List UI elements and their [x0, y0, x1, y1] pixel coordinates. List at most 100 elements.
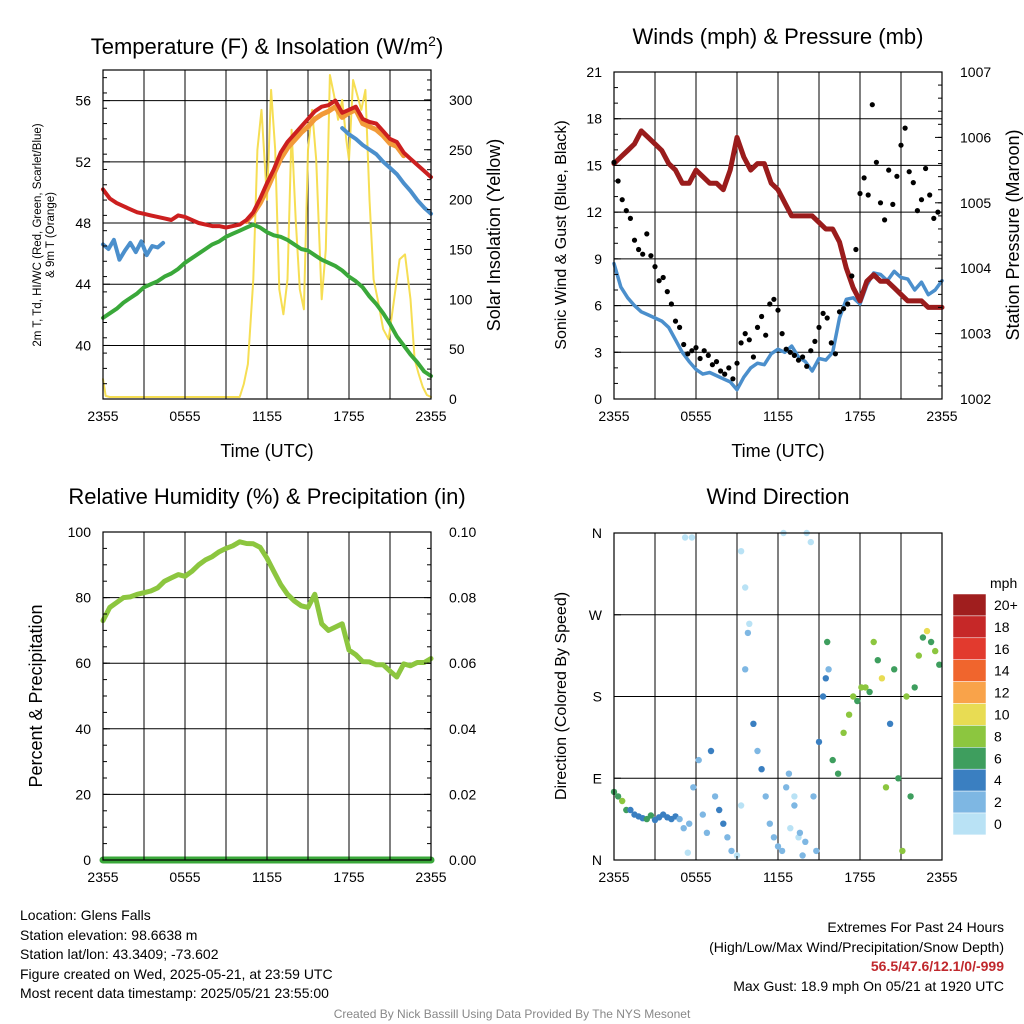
gust-point [935, 209, 941, 215]
gust-point [845, 301, 851, 307]
p1-ytick-label: 44 [75, 276, 91, 292]
speed-legend-label: 10 [994, 706, 1010, 722]
direction-point [770, 834, 778, 841]
temperature-title-close: ) [436, 34, 443, 59]
direction-point [627, 806, 634, 814]
gust-point [677, 324, 683, 330]
gust-point [787, 349, 793, 355]
direction-point [927, 638, 935, 646]
p1-series-t9m [244, 104, 407, 224]
gust-point [750, 354, 757, 360]
p2-ytick-label: 15 [586, 157, 602, 173]
direction-point [643, 815, 650, 823]
p2-xtick-label: 2355 [926, 408, 957, 424]
p1-series-t2m [101, 98, 433, 230]
speed-legend-label: 2 [994, 794, 1002, 810]
gust-point [763, 332, 769, 338]
speed-legend-swatch [952, 812, 987, 836]
speed-legend-swatch [952, 681, 987, 704]
direction-point [699, 811, 706, 818]
recent-timestamp: Most recent data timestamp: 2025/05/21 2… [20, 985, 329, 1002]
p1-ytick-label: 52 [75, 154, 91, 170]
gust-point [660, 274, 666, 281]
direction-point [919, 634, 927, 641]
direction-point [813, 847, 820, 855]
p3-y2tick-label: 0.10 [449, 524, 476, 540]
temperature-ylabel-line1: 2m T, Td, HI/WC (Red, Green, Scarlet/Blu… [32, 123, 44, 346]
direction-point [695, 756, 702, 764]
direction-point [684, 849, 691, 856]
speed-legend-swatch [952, 637, 987, 660]
speed-legend: mph 20+ 18 16 14 12 10 8 6 4 2 0 [952, 575, 1018, 836]
gust-point [644, 231, 650, 237]
direction-point [787, 825, 794, 832]
gust-point [853, 246, 859, 253]
gust-point [726, 365, 732, 371]
p3-xtick-label: 2355 [415, 869, 446, 885]
direction-point [862, 684, 869, 691]
p1-series-hi_wc_blue_2 [340, 126, 433, 216]
direction-point [750, 720, 757, 727]
gust-point [783, 346, 789, 352]
direction-point [907, 793, 914, 800]
direction-point [899, 847, 906, 855]
gust-point [775, 307, 781, 313]
direction-point [895, 775, 902, 782]
direction-point [932, 647, 939, 655]
gust-point [681, 341, 687, 348]
direction-point [737, 802, 745, 809]
p2-y2tick-label: 1005 [960, 195, 991, 211]
p1-y2tick-label: 300 [449, 92, 473, 108]
gust-point [808, 348, 814, 354]
gust-point [861, 175, 867, 181]
direction-point [680, 825, 687, 832]
p1-xtick-label: 1155 [252, 408, 282, 424]
direction-point [758, 766, 765, 773]
gust-point [693, 345, 699, 351]
p2-xtick-label: 1155 [763, 408, 793, 424]
p2-ytick-label: 0 [594, 391, 602, 407]
direction-point [854, 697, 861, 705]
extremes-values: 56.5/47.6/12.1/0/-999 [870, 958, 1004, 975]
gust-point [738, 340, 744, 346]
humidity-title: Relative Humidity (%) & Precipitation (i… [68, 484, 465, 509]
p1-y2tick-label: 150 [449, 241, 473, 257]
direction-point [796, 829, 804, 836]
direction-point [728, 847, 735, 855]
direction-point [799, 852, 806, 859]
p4-xtick-label: 1755 [844, 869, 875, 885]
direction-point [824, 638, 831, 646]
p1-y2tick-label: 50 [449, 341, 465, 357]
gust-point [709, 362, 716, 368]
p1-y2tick-label: 100 [449, 291, 473, 307]
p2-y2tick-label: 1004 [960, 260, 991, 276]
p3-ytick-label: 0 [83, 852, 91, 868]
p3-y2tick-label: 0.00 [449, 852, 476, 868]
direction-point [886, 720, 894, 727]
direction-point [742, 666, 749, 673]
p1-ytick-label: 56 [75, 93, 91, 109]
p1-xtick-label: 0555 [169, 408, 200, 424]
speed-legend-title: mph [990, 575, 1017, 591]
gust-point [779, 331, 785, 337]
extremes-info: Extremes For Past 24 Hours (High/Low/Max… [709, 918, 1004, 996]
direction-point [915, 652, 922, 659]
direction-point [911, 684, 918, 691]
p2-y2tick-label: 1006 [960, 129, 991, 145]
gust-point [746, 337, 752, 343]
gust-point [918, 197, 925, 203]
direction-point [720, 820, 727, 827]
gust-point [767, 301, 773, 307]
gust-point [754, 324, 761, 330]
p1-series-dewpoint [101, 222, 433, 378]
direction-point [870, 638, 877, 646]
gust-point [640, 251, 646, 257]
gust-point [906, 169, 912, 175]
direction-point [903, 693, 910, 700]
gust-point [836, 309, 843, 315]
speed-legend-label: 6 [994, 750, 1002, 766]
p4-ytick-label: W [589, 607, 603, 623]
temperature-y2label: Solar Insolation (Yellow) [484, 139, 504, 331]
direction-point [834, 770, 842, 777]
direction-point [762, 793, 769, 800]
